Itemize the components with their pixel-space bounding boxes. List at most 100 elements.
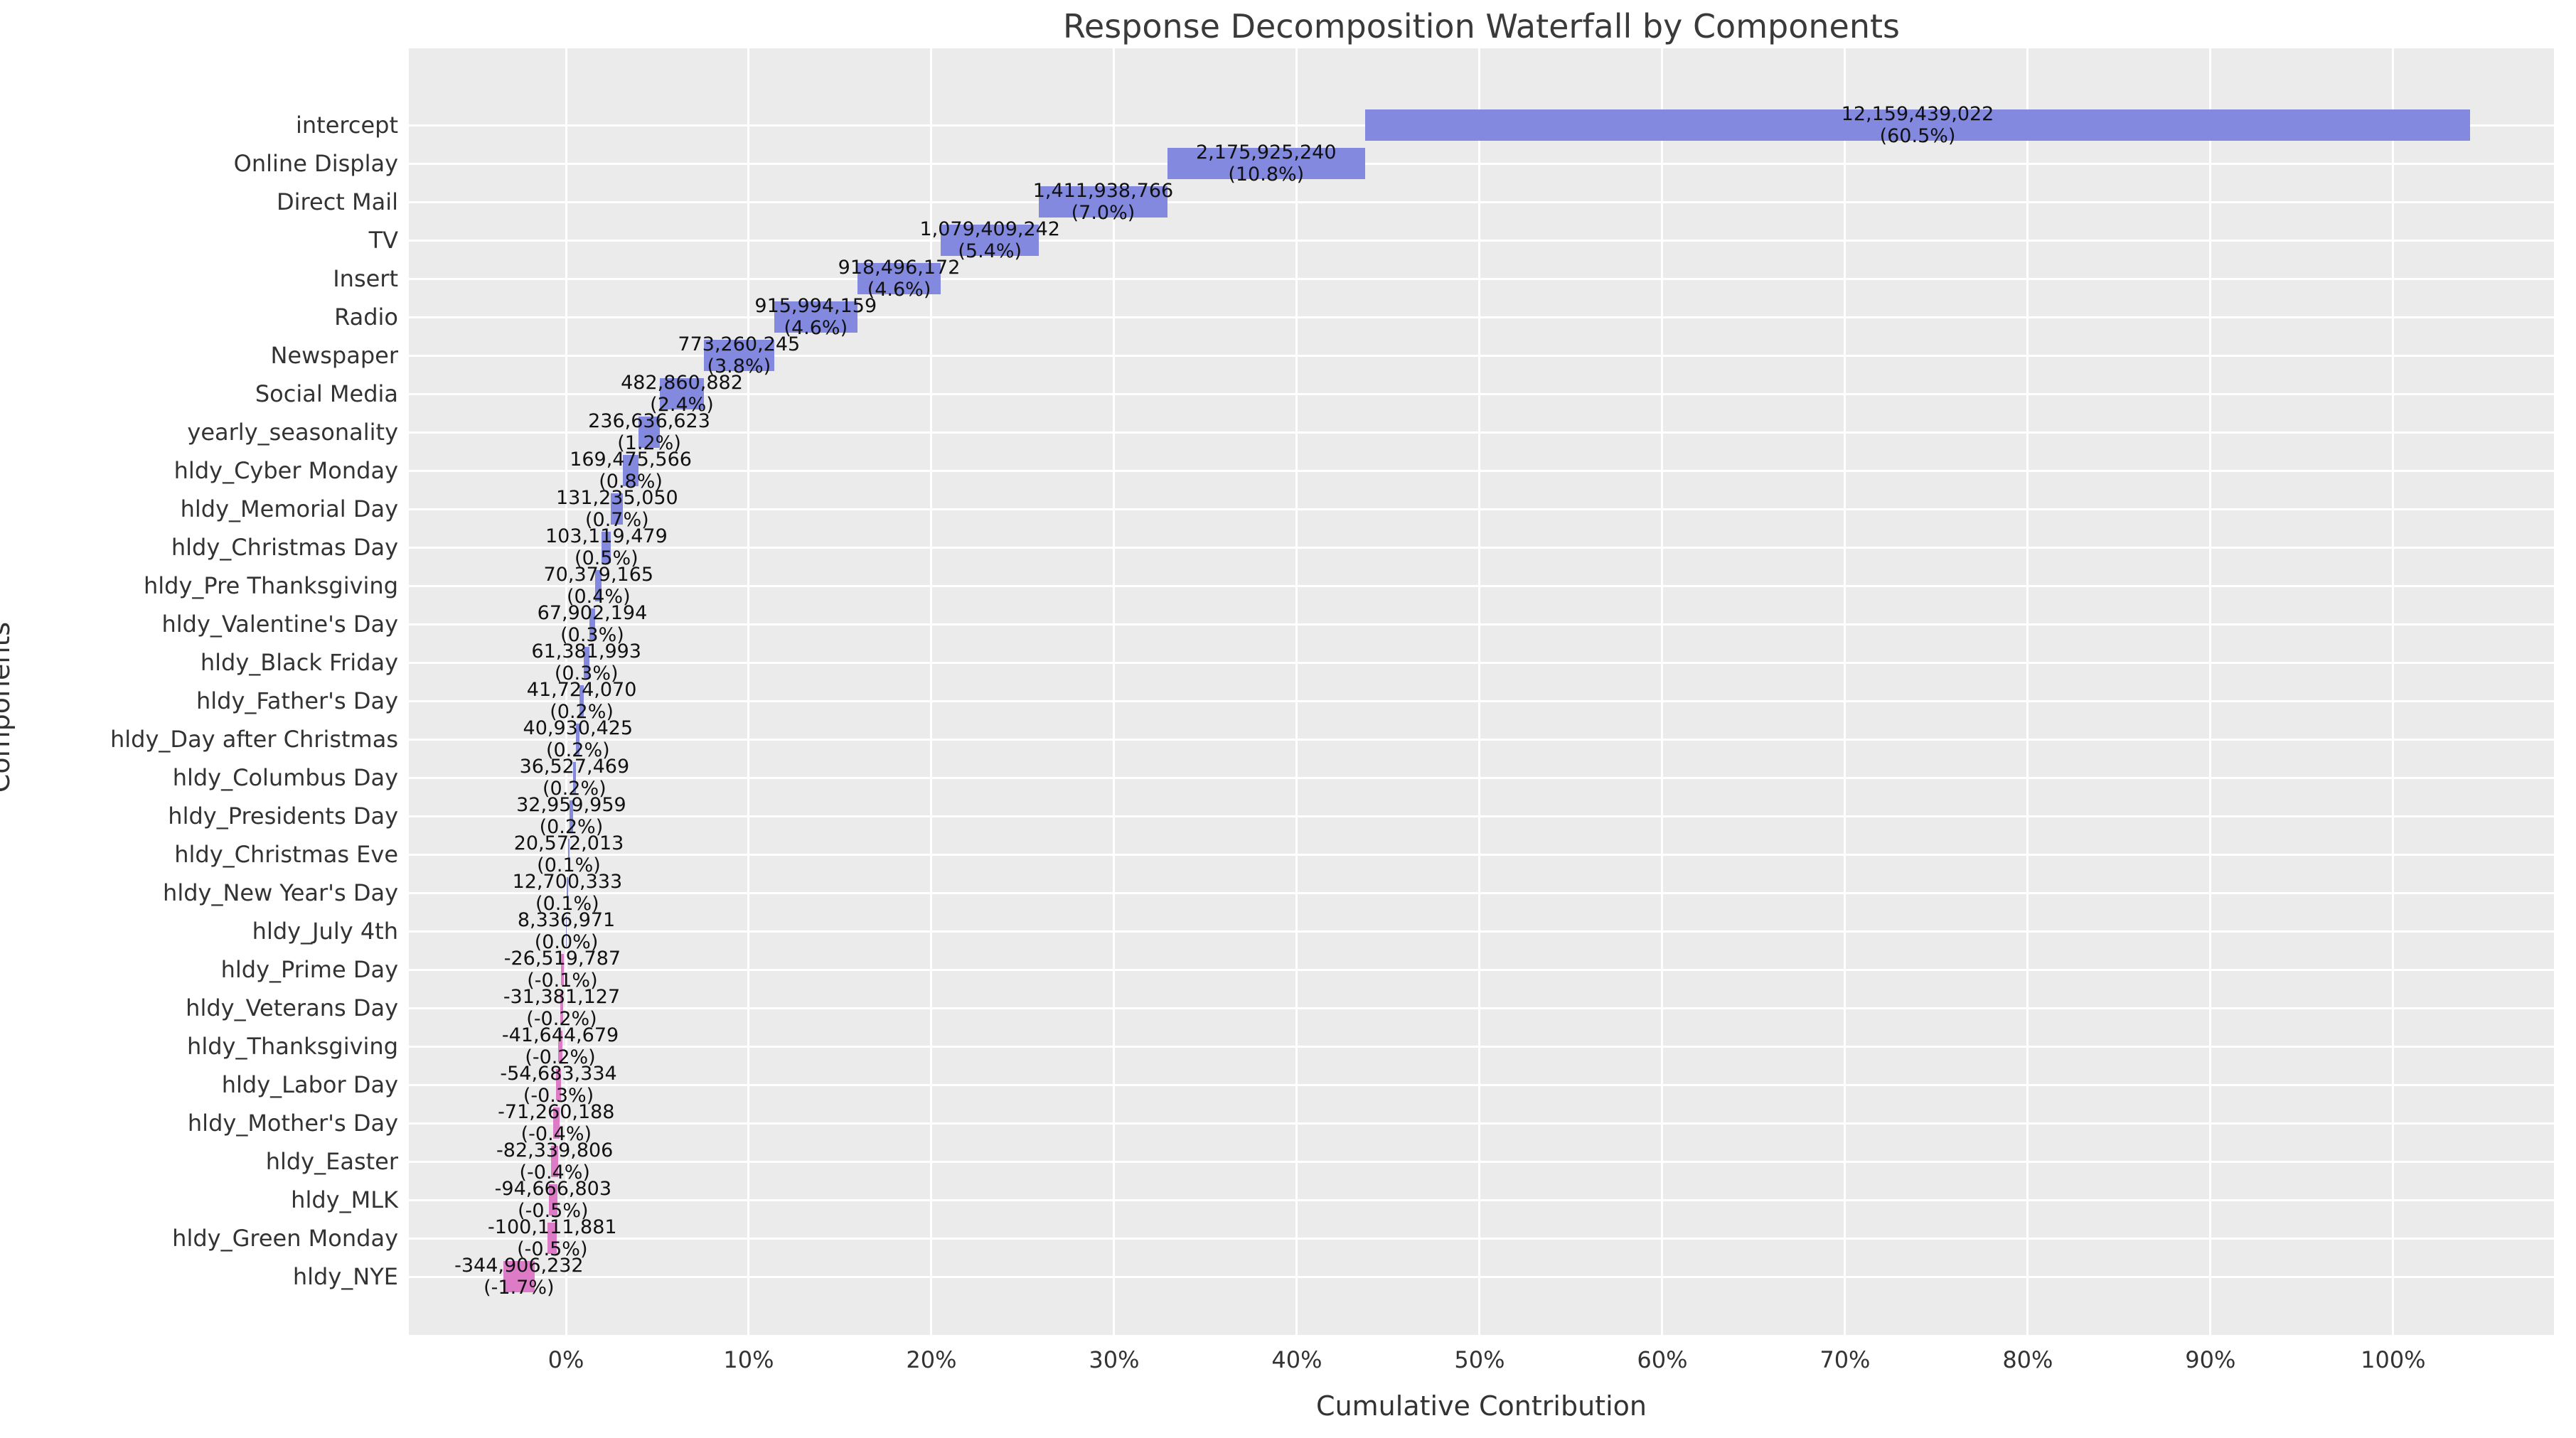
bar-percent-hldy-cyber-monday: (0.8%): [599, 471, 663, 493]
category-label-intercept: intercept: [296, 112, 398, 139]
bar-hldy-pre-thanksgiving: [595, 570, 602, 601]
bar-value-hldy-easter: -82,339,806: [496, 1139, 614, 1161]
bar-percent-hldy-nye: (-1.7%): [483, 1277, 555, 1299]
category-label-hldy-presidents-day: hldy_Presidents Day: [168, 803, 398, 830]
bar-value-hldy-father-s-day: 41,724,070: [526, 679, 637, 701]
gridline-row-social-media: [409, 392, 2554, 395]
bar-value-hldy-cyber-monday: 169,475,566: [570, 449, 692, 471]
x-tick-label-90%: 90%: [2185, 1346, 2236, 1373]
bar-hldy-nye: [503, 1261, 535, 1292]
gridline-tick-50%: [1478, 48, 1481, 1335]
bar-hldy-valentine-s-day: [589, 608, 596, 640]
category-label-hldy-day-after-christmas: hldy_Day after Christmas: [110, 726, 398, 753]
bar-label-hldy-cyber-monday: 169,475,566 (0.8%): [570, 449, 692, 493]
bar-label-insert: 918,496,172 (4.6%): [838, 257, 961, 301]
bar-yearly-seasonality: [638, 417, 661, 448]
bar-value-yearly-seasonality: 236,636,623: [588, 410, 710, 432]
gridline-tick-90%: [2209, 48, 2212, 1335]
bar-radio: [774, 301, 857, 333]
bar-label-hldy-easter: -82,339,806 (-0.4%): [496, 1139, 613, 1184]
bar-percent-hldy-easter: (-0.4%): [519, 1161, 590, 1184]
bar-percent-social-media: (2.4%): [650, 394, 714, 416]
gridline-tick-0%: [565, 48, 567, 1335]
bar-label-hldy-day-after-christmas: 40,930,425 (0.2%): [523, 717, 634, 761]
bar-percent-online-display: (10.8%): [1228, 163, 1305, 186]
x-tick-label-70%: 70%: [1819, 1346, 1871, 1373]
category-label-hldy-new-year-s-day: hldy_New Year's Day: [163, 879, 398, 906]
gridline-row-hldy-thanksgiving: [409, 1045, 2554, 1048]
bar-label-hldy-mlk: -94,666,803 (-0.5%): [495, 1178, 611, 1222]
bar-label-hldy-black-friday: 61,381,993 (0.3%): [531, 640, 641, 685]
bar-label-radio: 915,994,159 (4.6%): [754, 295, 877, 339]
bar-label-hldy-nye: -344,906,232 (-1.7%): [454, 1255, 584, 1299]
bar-hldy-mother-s-day: [552, 1107, 560, 1139]
category-label-radio: Radio: [334, 304, 398, 331]
bar-percent-radio: (4.6%): [784, 317, 848, 339]
bar-newspaper: [703, 340, 774, 371]
bar-hldy-christmas-eve: [567, 839, 570, 870]
bar-hldy-day-after-christmas: [576, 724, 580, 755]
category-label-hldy-easter: hldy_Easter: [265, 1148, 398, 1175]
category-label-hldy-labor-day: hldy_Labor Day: [221, 1071, 398, 1098]
bar-value-social-media: 482,860,882: [621, 372, 743, 394]
bar-hldy-labor-day: [556, 1069, 561, 1100]
bar-hldy-veterans-day: [560, 992, 563, 1024]
bar-percent-hldy-black-friday: (0.3%): [554, 662, 619, 685]
bar-percent-hldy-christmas-day: (0.5%): [574, 547, 638, 569]
category-label-hldy-pre-thanksgiving: hldy_Pre Thanksgiving: [143, 572, 398, 599]
gridline-row-hldy-easter: [409, 1160, 2554, 1163]
bar-hldy-new-year-s-day: [567, 877, 568, 908]
gridline-row-hldy-memorial-day: [409, 508, 2554, 510]
bar-label-direct-mail: 1,411,938,766 (7.0%): [1033, 180, 1174, 224]
x-axis-label: Cumulative Contribution: [1316, 1390, 1647, 1422]
bar-value-intercept: 12,159,439,022: [1841, 103, 1994, 125]
bar-value-insert: 918,496,172: [838, 257, 961, 279]
bar-percent-hldy-green-monday: (-0.5%): [517, 1238, 588, 1260]
category-label-online-display: Online Display: [233, 150, 398, 177]
x-tick-label-10%: 10%: [723, 1346, 774, 1373]
bar-value-hldy-veterans-day: -31,381,127: [503, 986, 621, 1008]
bar-label-hldy-valentine-s-day: 67,902,194 (0.3%): [538, 602, 648, 646]
category-label-social-media: Social Media: [255, 380, 398, 407]
bar-value-hldy-mother-s-day: -71,260,188: [498, 1101, 615, 1123]
bar-label-hldy-july-4th: 8,336,971 (0.0%): [518, 909, 615, 953]
gridline-row-yearly-seasonality: [409, 431, 2554, 434]
bar-label-hldy-christmas-day: 103,119,479 (0.5%): [545, 525, 668, 569]
category-label-hldy-prime-day: hldy_Prime Day: [220, 956, 398, 983]
bar-percent-hldy-father-s-day: (0.2%): [550, 701, 614, 723]
category-label-hldy-black-friday: hldy_Black Friday: [200, 649, 398, 676]
bar-hldy-green-monday: [547, 1223, 557, 1254]
bar-online-display: [1167, 148, 1365, 179]
gridline-row-hldy-black-friday: [409, 661, 2554, 664]
bar-value-hldy-pre-thanksgiving: 70,379,165: [543, 564, 654, 586]
bar-hldy-father-s-day: [579, 685, 584, 717]
bar-label-online-display: 2,175,925,240 (10.8%): [1196, 141, 1337, 186]
category-label-yearly-seasonality: yearly_seasonality: [187, 419, 398, 446]
category-label-hldy-christmas-day: hldy_Christmas Day: [171, 534, 398, 561]
gridline-row-direct-mail: [409, 200, 2554, 203]
gridline-tick-100%: [2392, 48, 2395, 1335]
bar-label-hldy-prime-day: -26,519,787 (-0.1%): [504, 948, 621, 992]
gridline-row-hldy-day-after-christmas: [409, 738, 2554, 741]
gridline-tick-80%: [2026, 48, 2029, 1335]
category-label-insert: Insert: [333, 265, 398, 292]
bar-insert: [857, 263, 941, 294]
category-label-hldy-memorial-day: hldy_Memorial Day: [180, 495, 398, 522]
bar-percent-hldy-july-4th: (0.0%): [534, 931, 599, 953]
bar-value-newspaper: 773,260,245: [678, 333, 801, 355]
bar-percent-hldy-presidents-day: (0.2%): [539, 816, 604, 838]
bar-social-media: [660, 378, 704, 409]
bar-percent-intercept: (60.5%): [1879, 125, 1956, 147]
bar-hldy-prime-day: [561, 954, 564, 985]
bar-value-hldy-black-friday: 61,381,993: [531, 640, 641, 662]
bar-percent-tv: (5.4%): [958, 240, 1022, 262]
bar-value-online-display: 2,175,925,240: [1196, 141, 1337, 163]
bar-label-tv: 1,079,409,242 (5.4%): [919, 218, 1060, 262]
bar-percent-insert: (4.6%): [867, 279, 931, 301]
category-label-hldy-valentine-s-day: hldy_Valentine's Day: [161, 611, 398, 638]
category-label-hldy-cyber-monday: hldy_Cyber Monday: [173, 457, 398, 484]
x-tick-label-100%: 100%: [2361, 1346, 2426, 1373]
bar-label-hldy-mother-s-day: -71,260,188 (-0.4%): [498, 1101, 614, 1145]
category-label-hldy-mother-s-day: hldy_Mother's Day: [187, 1110, 398, 1137]
bar-label-social-media: 482,860,882 (2.4%): [621, 372, 743, 416]
